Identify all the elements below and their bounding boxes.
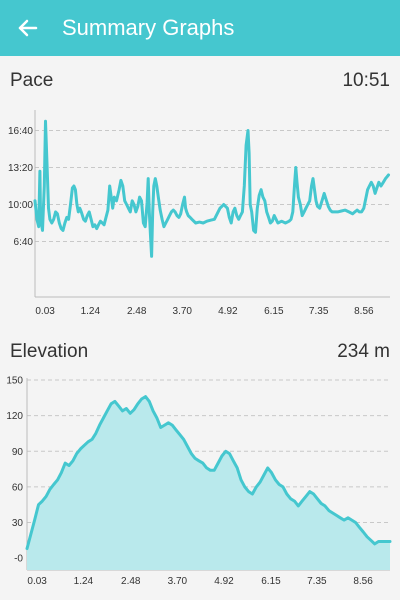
pace-x-tick-label: 4.92 [218, 306, 238, 317]
elevation-y-tick-label: 90 [12, 447, 24, 458]
pace-x-tick-label: 8.56 [354, 306, 374, 317]
pace-series-line [33, 119, 390, 258]
pace-y-tick-label: 16:40 [8, 126, 33, 137]
app-bar: Summary Graphs [0, 0, 400, 56]
elevation-area-fill [27, 396, 390, 570]
pace-x-tick-label: 0.03 [35, 306, 55, 317]
elevation-x-tick-label: 8.56 [353, 576, 373, 587]
pace-y-tick-label: 6:40 [14, 237, 34, 248]
pace-y-tick-label: 13:20 [8, 163, 33, 174]
elevation-y-tick-label: -0 [14, 554, 23, 565]
elevation-x-tick-label: 1.24 [74, 576, 94, 587]
pace-x-tick-label: 1.24 [81, 306, 101, 317]
elevation-x-tick-label: 6.15 [261, 576, 281, 587]
pace-x-tick-label: 2.48 [127, 306, 147, 317]
elevation-x-tick-label: 2.48 [121, 576, 141, 587]
pace-x-tick-label: 7.35 [309, 306, 329, 317]
pace-label: Pace [10, 70, 54, 91]
elevation-y-tick-label: 150 [6, 376, 23, 387]
elevation-x-tick-label: 4.92 [214, 576, 234, 587]
back-arrow-icon[interactable] [14, 14, 42, 42]
pace-value: 10:51 [342, 70, 390, 91]
elevation-x-tick-label: 0.03 [27, 576, 47, 587]
elevation-y-tick-label: 120 [6, 411, 23, 422]
elevation-value: 234 m [337, 341, 390, 362]
elevation-x-tick-label: 7.35 [307, 576, 327, 587]
elevation-y-tick-label: 60 [12, 482, 24, 493]
pace-y-tick-label: 10:00 [8, 200, 33, 211]
pace-x-tick-label: 3.70 [173, 306, 193, 317]
elevation-label: Elevation [10, 341, 89, 362]
pace-x-tick-label: 6.15 [264, 306, 284, 317]
elevation-series-line [25, 395, 392, 551]
elevation-x-tick-label: 3.70 [168, 576, 188, 587]
elevation-y-tick-label: 30 [12, 518, 24, 529]
page-title: Summary Graphs [62, 15, 235, 40]
